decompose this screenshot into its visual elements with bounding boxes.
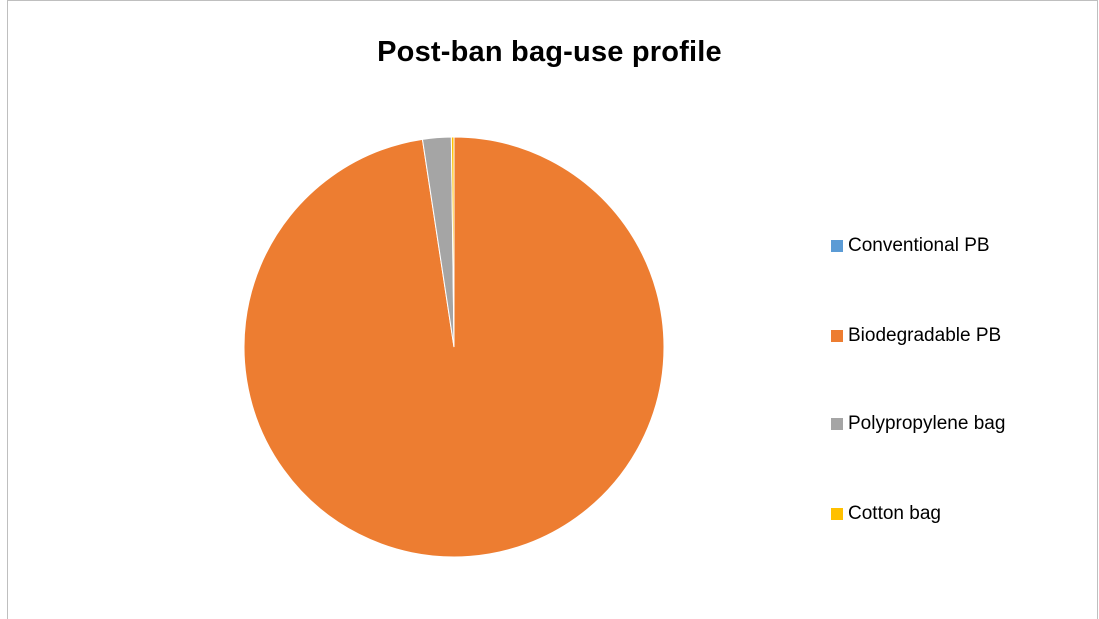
chart-title: Post-ban bag-use profile (377, 36, 722, 68)
legend-swatch-biodegradable-pb (831, 330, 843, 342)
legend-label: Conventional PB (848, 235, 990, 256)
legend-label: Polypropylene bag (848, 413, 1006, 434)
legend-label: Biodegradable PB (848, 325, 1002, 346)
legend-item-biodegradable-pb: Biodegradable PB (831, 324, 1001, 348)
legend-swatch-polypropylene-bag (831, 418, 843, 430)
legend-item-cotton-bag: Cotton bag (831, 502, 941, 526)
pie-slice-cotton-bag (450, 136, 455, 348)
legend-label: Cotton bag (848, 503, 941, 524)
legend-swatch-conventional-pb (831, 240, 843, 252)
legend-swatch-cotton-bag (831, 508, 843, 520)
legend-item-polypropylene-bag: Polypropylene bag (831, 412, 1005, 436)
legend-item-conventional-pb: Conventional PB (831, 234, 990, 258)
